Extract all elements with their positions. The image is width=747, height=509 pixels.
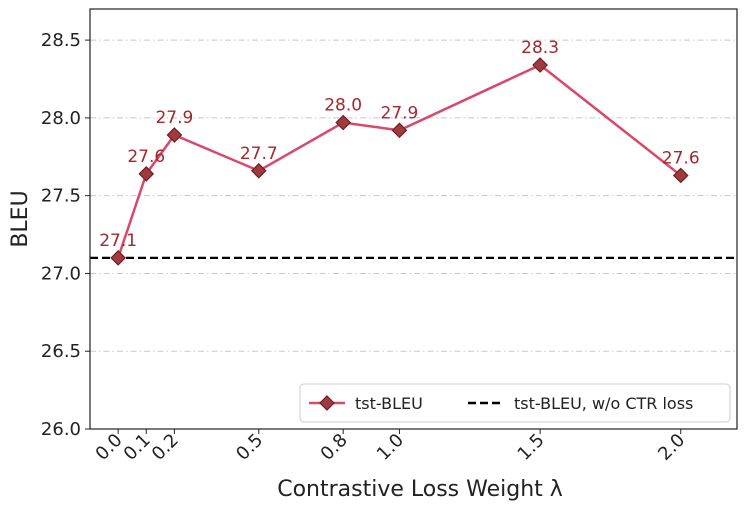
data-label: 27.6: [127, 147, 165, 167]
legend-label-tst-bleu: tst-BLEU: [355, 394, 423, 413]
x-tick-label: 1.5: [514, 430, 549, 465]
series-line-tst-bleu: [116, 63, 682, 259]
data-point-marker: [250, 162, 267, 179]
x-tick-label: 0.8: [317, 430, 352, 465]
data-point-marker: [138, 166, 155, 182]
data-point-marker: [110, 250, 126, 266]
y-tick-label: 27.5: [41, 186, 81, 207]
legend-box: [299, 383, 731, 423]
y-tick-label: 26.0: [41, 419, 81, 440]
series-lines: [116, 63, 682, 259]
data-label: 28.3: [521, 38, 559, 58]
x-tick-label: 0.2: [148, 430, 183, 465]
data-label: 27.9: [155, 108, 193, 128]
y-tick-label: 28.5: [41, 30, 81, 51]
data-point-marker: [335, 114, 352, 131]
x-tick-label: 0.5: [232, 430, 267, 465]
data-label: 27.7: [240, 144, 278, 164]
y-tick-label: 27.0: [41, 263, 81, 284]
data-point-marker: [532, 57, 548, 73]
data-label: 28.0: [324, 96, 362, 116]
data-point-marker: [672, 167, 689, 184]
data-point-marker: [391, 122, 408, 139]
series-markers: [110, 57, 689, 266]
data-labels: 27.1 27.6 27.9 27.7 28.0 27.9 28.3 27.6: [99, 38, 699, 251]
data-label: 27.1: [99, 231, 137, 251]
x-tick-label: 1.0: [373, 430, 408, 465]
x-tick-label: 2.0: [654, 430, 689, 465]
data-label: 27.6: [662, 148, 700, 168]
y-tick-label: 28.0: [41, 108, 81, 129]
plot-frame: [89, 8, 738, 430]
y-tick-label: 26.5: [41, 341, 81, 362]
legend-series-marker: [319, 395, 335, 411]
y-axis-title: BLEU: [8, 190, 33, 247]
data-label: 27.9: [381, 103, 419, 123]
legend-label-reference: tst-BLEU, w/o CTR loss: [514, 394, 693, 413]
y-axis-ticks: 26.0 26.5 27.0 27.5 28.0 28.5: [41, 30, 90, 440]
gridlines: [90, 39, 737, 430]
data-point-marker: [166, 127, 183, 143]
legend: tst-BLEU tst-BLEU, w/o CTR loss: [299, 383, 731, 423]
x-axis-ticks: 0.00.10.2 0.5 0.8 1.0 1.5 2.0: [92, 429, 689, 465]
x-axis-title: Contrastive Loss Weight λ: [277, 477, 563, 502]
